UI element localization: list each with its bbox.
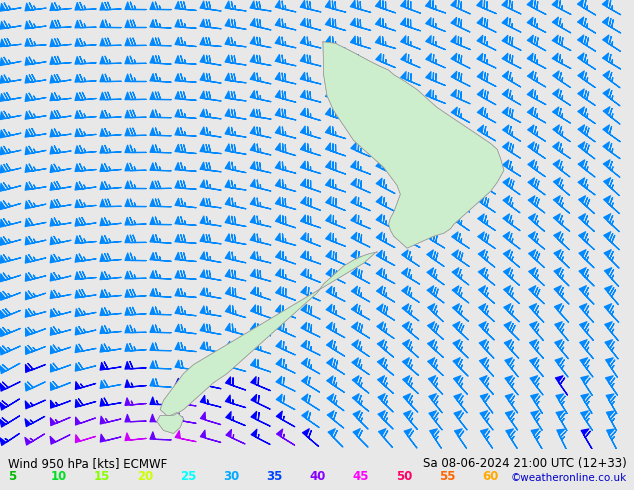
Text: 45: 45 xyxy=(353,469,369,483)
Polygon shape xyxy=(323,42,504,248)
Text: 35: 35 xyxy=(266,469,283,483)
Text: 20: 20 xyxy=(137,469,153,483)
Polygon shape xyxy=(157,413,183,433)
Text: 55: 55 xyxy=(439,469,455,483)
Text: Sa 08-06-2024 21:00 UTC (12+33): Sa 08-06-2024 21:00 UTC (12+33) xyxy=(423,457,626,470)
Text: 5: 5 xyxy=(8,469,16,483)
Text: ©weatheronline.co.uk: ©weatheronline.co.uk xyxy=(510,472,626,483)
Text: 60: 60 xyxy=(482,469,498,483)
Text: 30: 30 xyxy=(223,469,240,483)
Polygon shape xyxy=(160,252,377,416)
Text: 50: 50 xyxy=(396,469,412,483)
Polygon shape xyxy=(160,252,377,416)
Text: 40: 40 xyxy=(309,469,326,483)
Text: Wind 950 hPa [kts] ECMWF: Wind 950 hPa [kts] ECMWF xyxy=(8,457,167,470)
Polygon shape xyxy=(157,413,183,433)
Text: 15: 15 xyxy=(94,469,110,483)
Text: 25: 25 xyxy=(180,469,197,483)
Polygon shape xyxy=(323,42,504,248)
Text: 10: 10 xyxy=(51,469,67,483)
